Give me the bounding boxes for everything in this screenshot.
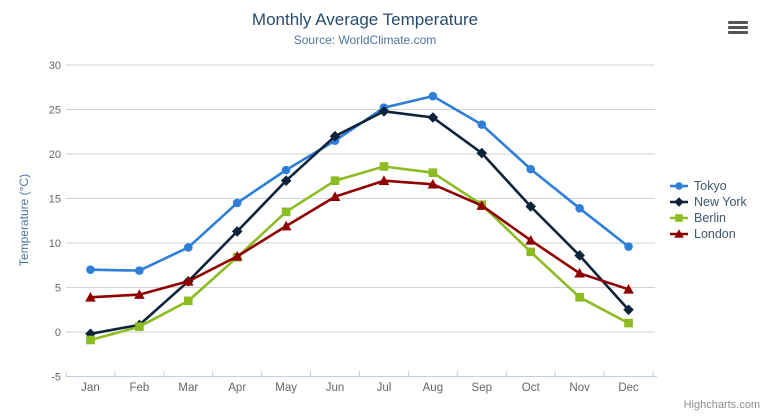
x-axis-tick-label: Aug <box>423 382 443 394</box>
data-point-tokyo-nov[interactable] <box>575 203 584 213</box>
legend-marker-shape <box>674 197 684 207</box>
x-axis-tick-label: Jan <box>81 382 100 394</box>
data-point-berlin-mar[interactable] <box>183 296 193 306</box>
data-point-berlin-jan[interactable] <box>86 335 95 345</box>
y-axis-tick-label: 25 <box>49 105 61 117</box>
data-point-london-may[interactable] <box>280 220 292 231</box>
data-point-berlin-feb[interactable] <box>135 322 144 331</box>
series-line-london <box>89 179 630 299</box>
credits-link[interactable]: Highcharts.com <box>683 399 760 411</box>
x-axis-tick-label: Oct <box>522 382 541 394</box>
y-axis-tick-label: 10 <box>49 238 61 250</box>
legend-item-berlin[interactable]: Berlin <box>668 210 747 226</box>
data-point-tokyo-aug[interactable] <box>428 91 438 101</box>
data-point-berlin-aug[interactable] <box>428 168 438 177</box>
series-line-tokyo <box>89 94 630 272</box>
data-point-london-dec[interactable] <box>623 283 634 294</box>
data-point-tokyo-feb[interactable] <box>135 266 144 275</box>
x-axis-tick-label: Mar <box>178 382 198 394</box>
data-point-berlin-jun[interactable] <box>330 176 340 185</box>
x-axis-tick-label: May <box>275 382 297 394</box>
data-point-berlin-nov[interactable] <box>575 292 584 302</box>
legend-item-new-york[interactable]: New York <box>668 194 747 210</box>
data-point-new-york-dec[interactable] <box>623 304 634 316</box>
data-point-new-york-apr[interactable] <box>231 226 243 237</box>
y-axis-tick-label: -5 <box>51 372 61 384</box>
x-axis-tick-label: Jun <box>326 382 345 394</box>
chart-title: Monthly Average Temperature <box>251 10 479 29</box>
data-point-london-mar[interactable] <box>182 275 194 286</box>
data-point-berlin-jul[interactable] <box>379 162 389 171</box>
legend-label: Tokyo <box>694 179 727 193</box>
legend-marker-shape <box>675 182 683 190</box>
legend-item-london[interactable]: London <box>668 226 747 242</box>
data-point-tokyo-dec[interactable] <box>624 242 633 251</box>
y-axis-tick-label: 30 <box>49 60 61 72</box>
hamburger-bar <box>728 26 748 29</box>
legend-label: New York <box>694 195 747 209</box>
legend-marker-diamond-icon <box>670 197 688 207</box>
data-point-new-york-may[interactable] <box>280 175 292 186</box>
data-point-tokyo-mar[interactable] <box>183 243 193 252</box>
data-point-new-york-jul[interactable] <box>378 105 390 117</box>
y-axis-title: Temperature (°C) <box>17 174 31 266</box>
data-point-london-jul[interactable] <box>378 175 390 185</box>
series-line-berlin <box>89 165 630 342</box>
legend-marker-square-icon <box>670 214 688 222</box>
data-point-new-york-oct[interactable] <box>525 201 537 212</box>
hamburger-bar <box>728 21 748 24</box>
legend-label: London <box>694 227 736 241</box>
data-point-new-york-sep[interactable] <box>476 147 488 159</box>
data-point-berlin-dec[interactable] <box>624 318 633 328</box>
legend-marker-circle-icon <box>670 182 688 190</box>
data-point-tokyo-oct[interactable] <box>526 164 536 174</box>
x-axis-tick-label: Apr <box>228 382 246 394</box>
data-point-new-york-jun[interactable] <box>329 130 341 142</box>
x-axis-tick-label: Jul <box>377 382 392 394</box>
data-point-london-feb[interactable] <box>134 289 145 299</box>
data-point-berlin-oct[interactable] <box>526 247 536 257</box>
data-point-london-jan[interactable] <box>85 291 96 302</box>
series-london <box>85 175 634 302</box>
data-point-new-york-nov[interactable] <box>574 250 585 261</box>
legend-marker-triangle-icon <box>670 229 688 238</box>
data-point-london-aug[interactable] <box>427 178 439 189</box>
series-new-york <box>85 105 634 340</box>
hamburger-bar <box>728 31 748 34</box>
data-point-new-york-aug[interactable] <box>427 112 439 123</box>
data-point-tokyo-may[interactable] <box>281 165 291 175</box>
chart-subtitle: Source: WorldClimate.com <box>293 33 437 47</box>
data-point-berlin-may[interactable] <box>281 207 291 217</box>
data-point-tokyo-jan[interactable] <box>86 265 95 275</box>
data-point-london-sep[interactable] <box>476 200 488 210</box>
y-axis-tick-label: 15 <box>49 194 61 206</box>
legend: Tokyo New York Berlin London <box>668 178 747 242</box>
data-point-tokyo-sep[interactable] <box>477 120 487 129</box>
data-point-london-apr[interactable] <box>231 251 243 261</box>
legend-label: Berlin <box>694 211 726 225</box>
x-axis-tick-label: Dec <box>618 382 639 394</box>
series-tokyo <box>86 91 633 275</box>
x-axis-tick-label: Nov <box>569 382 590 394</box>
data-point-london-jun[interactable] <box>329 191 341 202</box>
y-axis-tick-label: 0 <box>55 327 61 339</box>
data-point-london-oct[interactable] <box>525 235 537 245</box>
y-axis-tick-label: 5 <box>55 283 61 295</box>
data-point-london-nov[interactable] <box>574 267 585 278</box>
x-axis-tick-label: Feb <box>129 382 149 394</box>
hamburger-menu-icon[interactable] <box>728 21 748 36</box>
data-point-tokyo-apr[interactable] <box>232 198 242 208</box>
legend-item-tokyo[interactable]: Tokyo <box>668 178 747 194</box>
series-line-new-york <box>89 110 630 336</box>
legend-marker-shape <box>674 229 684 238</box>
x-axis-tick-label: Sep <box>472 382 492 394</box>
legend-marker-shape <box>675 214 683 222</box>
y-axis-tick-label: 20 <box>49 149 61 161</box>
